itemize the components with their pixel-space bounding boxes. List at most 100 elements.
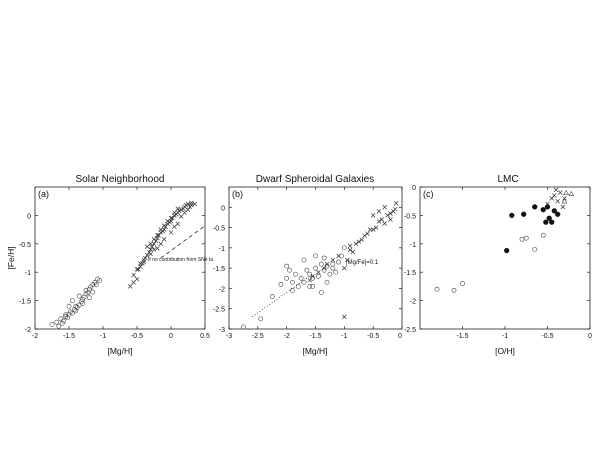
panel-a-marks <box>34 187 206 330</box>
panel-c-ytick-label: -1 <box>410 242 416 249</box>
open-circle-point <box>258 316 264 322</box>
open-circle-point <box>330 261 336 267</box>
panel-b-title: Dwarf Spheroidal Galaxies <box>256 174 374 185</box>
open-circle-point <box>295 283 301 289</box>
panel-a-title: Solar Neighborhood <box>76 174 165 185</box>
x-mark-point <box>172 224 177 230</box>
x-mark-point <box>342 314 347 320</box>
panel-a-ytick-label: -1.5 <box>19 299 31 306</box>
open-circle-point <box>287 267 292 273</box>
panel-c-xtick-label: -0.5 <box>541 333 553 340</box>
x-mark-point <box>362 233 367 238</box>
x-mark-point <box>151 241 157 247</box>
panel-c-xticks: -1.5 -1 -0.5 0 <box>456 333 592 340</box>
open-triangle-point <box>568 190 575 196</box>
open-circle-point <box>76 293 82 299</box>
panel-b-xtick-label: -2 <box>284 333 290 340</box>
x-mark-point <box>330 257 336 263</box>
panel-c-xtick-label: -1 <box>502 333 508 340</box>
x-mark-point <box>175 206 181 211</box>
open-circle-point <box>63 312 68 318</box>
open-circle-point <box>90 289 96 295</box>
x-mark-point <box>558 190 563 195</box>
open-circle-point <box>301 257 307 263</box>
x-mark-point <box>382 205 387 210</box>
filled-circle-point <box>540 207 546 213</box>
x-mark-point <box>161 223 167 228</box>
open-circle-point <box>434 286 440 292</box>
panel-a-frame <box>34 186 206 330</box>
filled-circle-point <box>504 247 510 254</box>
open-circle-point <box>241 324 246 330</box>
x-mark-point <box>393 200 399 206</box>
open-circle-point <box>532 247 538 252</box>
open-triangle-point <box>561 198 568 204</box>
open-circle-point <box>70 298 75 303</box>
panel-b-xtick-label: -1.5 <box>309 333 321 340</box>
open-circle-point <box>292 271 298 277</box>
panel-b-xtick-label: -2.5 <box>252 333 264 340</box>
open-circle-point <box>523 235 529 241</box>
x-mark-point <box>392 207 398 212</box>
panel-b-marks <box>228 187 403 330</box>
x-mark-point <box>189 202 194 208</box>
panel-c-ytick-label: -2 <box>410 299 416 306</box>
filled-circle-point <box>549 219 555 225</box>
panel-b-yticks: -3 -2.5 -2 -1.5 -1 -0.5 0 <box>213 205 225 334</box>
panel-c-ytick-label: -1.5 <box>404 270 416 277</box>
open-circle-point <box>324 263 330 269</box>
x-mark-point <box>131 280 136 285</box>
panel-c-xtick-label: -1.5 <box>456 333 468 340</box>
open-circle-point <box>460 281 465 286</box>
x-mark-point <box>555 198 560 204</box>
filled-circle-point <box>546 215 552 221</box>
panel-b-ytick-label: -0.5 <box>213 226 225 233</box>
x-mark-point <box>324 261 330 267</box>
x-mark-point <box>175 221 181 227</box>
open-circle-point <box>519 236 525 242</box>
open-circle-point <box>66 303 72 309</box>
x-mark-point <box>370 213 376 218</box>
open-circle-point <box>284 275 290 281</box>
panel-a-xtick-label: 0.5 <box>200 333 210 340</box>
panel-a-xtick-label: -0.5 <box>131 333 143 340</box>
x-mark-point <box>138 261 143 266</box>
open-circle-point <box>324 279 330 285</box>
panel-a-label: (a) <box>38 189 49 199</box>
panel-a: Solar Neighborhood (a) If no contributio… <box>6 174 213 356</box>
open-circle-point <box>95 276 100 282</box>
open-circle-point <box>336 259 341 265</box>
open-circle-point <box>307 271 313 277</box>
open-circle-point <box>313 253 318 259</box>
panel-c-title: LMC <box>497 174 518 185</box>
open-circle-point <box>93 282 99 288</box>
panel-a-ytick-label: -1 <box>25 270 31 277</box>
panel-a-xtick-label: -1 <box>100 333 106 340</box>
panel-b-annotation: [Mg/Fe]=0.1 <box>346 260 379 266</box>
open-circle-point <box>54 319 60 325</box>
open-circle-point <box>278 281 284 287</box>
x-mark-point <box>134 276 140 282</box>
open-circle-point <box>313 265 318 271</box>
open-circle-point <box>304 267 310 273</box>
panel-b-xlabel: [Mg/H] <box>302 346 327 356</box>
panel-a-xtick-label: -2 <box>32 333 38 340</box>
x-mark-point <box>161 227 167 232</box>
open-circle-point <box>315 273 321 279</box>
panel-a-ytick-label: -2 <box>25 327 31 334</box>
x-mark-point <box>161 237 167 242</box>
panel-a-ytick-label: -0.5 <box>19 242 31 249</box>
open-circle-point <box>318 290 324 295</box>
x-mark-point <box>321 265 327 271</box>
panel-b-xticks: -3 -2.5 -2 -1.5 -1 -0.5 0 <box>226 333 402 340</box>
panel-b-ytick-label: -1.5 <box>213 266 225 273</box>
panel-b-xtick-label: -1 <box>341 333 347 340</box>
x-mark-point <box>141 257 147 262</box>
open-circle-point <box>310 275 316 281</box>
open-circle-point <box>70 310 75 316</box>
open-circle-point <box>81 294 87 300</box>
dotted-model-line <box>251 273 313 318</box>
x-mark-point <box>373 225 379 230</box>
x-mark-point <box>170 215 175 221</box>
